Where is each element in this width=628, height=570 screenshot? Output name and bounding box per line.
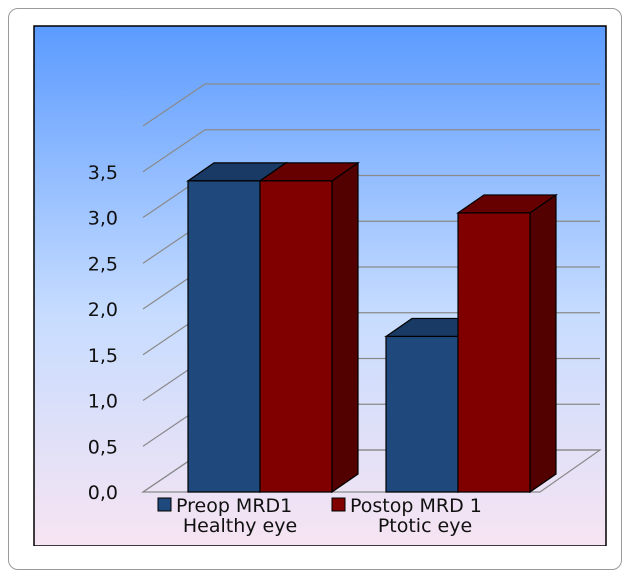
bars xyxy=(186,161,558,494)
legend: Preop MRD1 Postop MRD 1 xyxy=(157,495,482,517)
category-label: Healthy eye xyxy=(183,515,297,537)
bar-side xyxy=(529,193,557,494)
legend-swatch xyxy=(157,497,172,512)
bar-front xyxy=(385,335,459,493)
gridline xyxy=(142,129,600,173)
category-labels: Healthy eye Ptotic eye xyxy=(183,515,472,537)
y-tick-label: 2,0 xyxy=(88,299,118,321)
bar xyxy=(258,161,360,494)
category-label: Ptotic eye xyxy=(378,515,472,537)
legend-swatch xyxy=(331,497,346,512)
gridline xyxy=(142,83,600,127)
legend-label: Preop MRD1 xyxy=(176,495,292,517)
y-tick-label: 2,5 xyxy=(88,253,118,275)
bar-side xyxy=(331,161,359,494)
y-tick-label: 1,5 xyxy=(88,345,118,367)
legend-label: Postop MRD 1 xyxy=(350,495,482,517)
y-tick-label: 3,5 xyxy=(88,162,118,184)
y-tick-label: 0,5 xyxy=(88,436,118,458)
y-tick-label: 0,0 xyxy=(88,482,118,504)
bar-chart: 0,0 0,5 1,0 1,5 2,0 2,5 3,0 3,5 Preop MRD1 Posto… xyxy=(33,25,607,546)
bar-front xyxy=(187,180,261,493)
y-axis-ticks: 0,0 0,5 1,0 1,5 2,0 2,5 3,0 3,5 xyxy=(88,162,118,504)
y-tick-label: 1,0 xyxy=(88,391,118,413)
bar-front xyxy=(259,180,333,493)
bar-front xyxy=(457,212,531,493)
y-tick-label: 3,0 xyxy=(88,208,118,230)
bar xyxy=(456,193,558,494)
